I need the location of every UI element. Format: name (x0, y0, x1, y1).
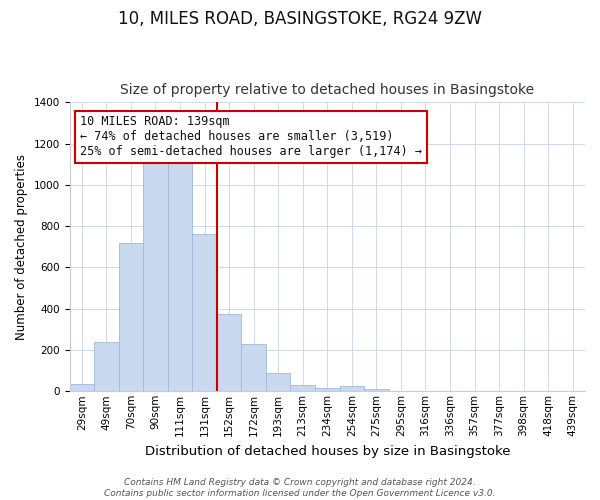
Text: 10, MILES ROAD, BASINGSTOKE, RG24 9ZW: 10, MILES ROAD, BASINGSTOKE, RG24 9ZW (118, 10, 482, 28)
X-axis label: Distribution of detached houses by size in Basingstoke: Distribution of detached houses by size … (145, 444, 510, 458)
Title: Size of property relative to detached houses in Basingstoke: Size of property relative to detached ho… (120, 83, 535, 97)
Bar (364, 389, 389, 392)
Bar (168, 160, 192, 392)
Bar (290, 385, 315, 392)
Text: Contains HM Land Registry data © Crown copyright and database right 2024.
Contai: Contains HM Land Registry data © Crown c… (104, 478, 496, 498)
Bar (94, 342, 119, 392)
Bar (143, 163, 168, 392)
Bar (217, 314, 241, 392)
Bar (119, 242, 143, 392)
Bar (315, 388, 340, 392)
Bar (241, 344, 266, 392)
Text: 10 MILES ROAD: 139sqm
← 74% of detached houses are smaller (3,519)
25% of semi-d: 10 MILES ROAD: 139sqm ← 74% of detached … (80, 116, 422, 158)
Y-axis label: Number of detached properties: Number of detached properties (15, 154, 28, 340)
Bar (340, 386, 364, 392)
Bar (266, 372, 290, 392)
Bar (70, 384, 94, 392)
Bar (192, 234, 217, 392)
